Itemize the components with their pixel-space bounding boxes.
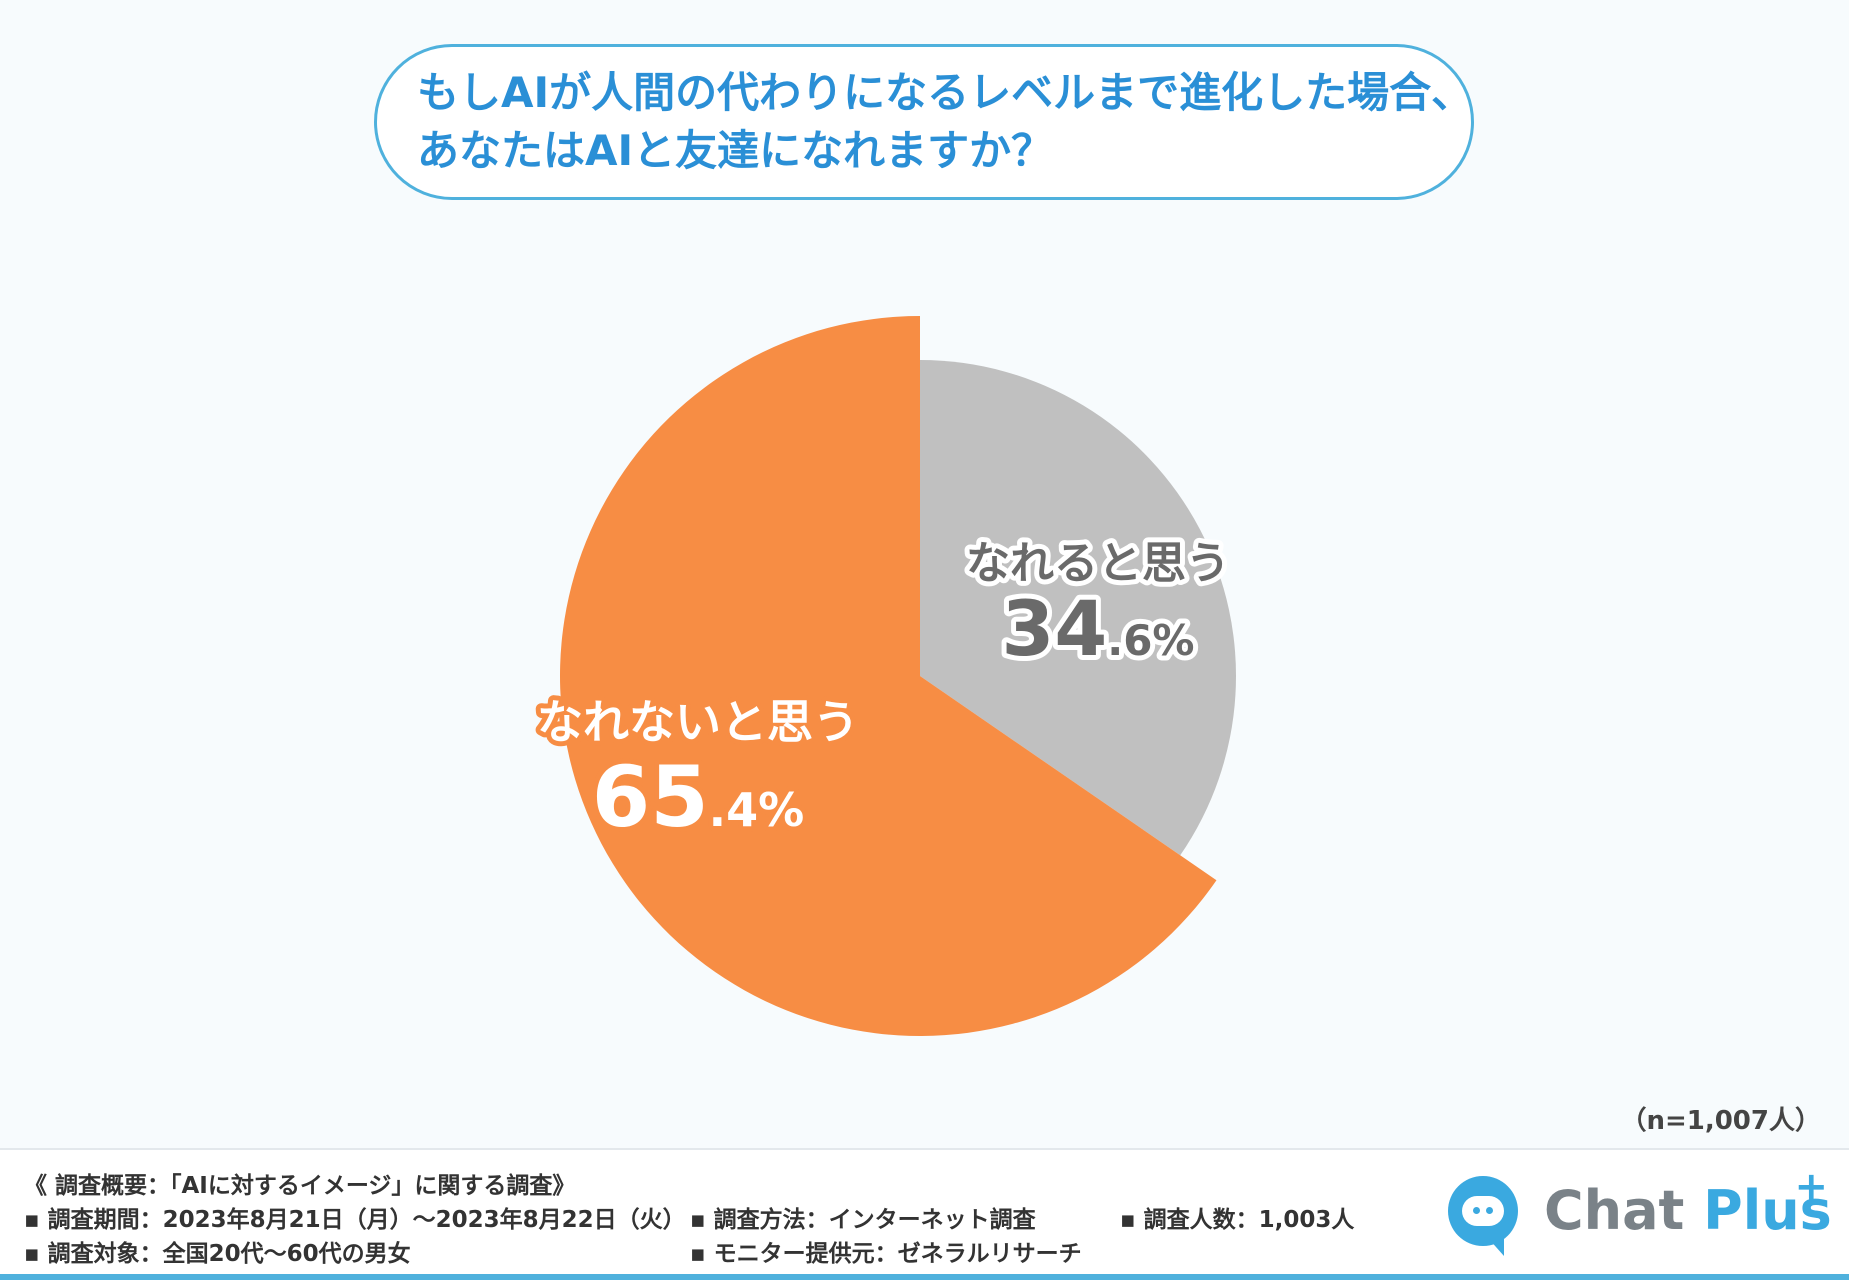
logo-word-plus: Plus	[1703, 1179, 1832, 1242]
logo-wordmark: Chat Plus	[1544, 1178, 1832, 1244]
chart-title-line-1: もしAIが人間の代わりになるレベルまで進化した場合、	[417, 68, 1474, 117]
survey-target: ▪ 調査対象：全国20代～60代の男女	[24, 1241, 411, 1267]
chart-title-line-2: あなたはAIと友達になれますか？	[417, 126, 1054, 175]
survey-period: ▪ 調査期間：2023年8月21日（月）～2023年8月22日（火）	[24, 1207, 686, 1233]
chatplus-logo: Chat Plus +	[1448, 1164, 1832, 1264]
slice-value-nareru: 34.6%	[1001, 584, 1194, 673]
survey-heading: 《 調査概要：「AIに対するイメージ」に関する調査》	[24, 1173, 576, 1199]
slice-value-narenai-int: 65	[592, 748, 709, 846]
slice-label-nareru: なれると思う	[966, 538, 1230, 589]
chat-bubble-icon	[1448, 1176, 1518, 1246]
slice-value-nareru-int: 34	[1001, 584, 1107, 673]
pie-slice-narenai	[560, 316, 1217, 1036]
logo-plus-mark: +	[1794, 1164, 1828, 1210]
slice-value-narenai-dec: .4%	[709, 783, 805, 837]
slice-label-narenai: なれないと思う	[537, 695, 859, 749]
slice-value-narenai: 65.4%	[592, 748, 804, 846]
slice-value-nareru-dec: .6%	[1107, 616, 1194, 665]
pie-slice-nareru	[920, 360, 1236, 856]
pie-chart: なれると思う 34.6% なれないと思う 65.4%	[532, 316, 1236, 1036]
survey-count: ▪ 調査人数：1,003人	[1120, 1207, 1355, 1233]
sample-size-note: （n=1,007人）	[1620, 1106, 1821, 1136]
survey-footer: 《 調査概要：「AIに対するイメージ」に関する調査》 ▪ 調査期間：2023年8…	[0, 1148, 1849, 1280]
title-box: もしAIが人間の代わりになるレベルまで進化した場合、 あなたはAIと友達になれま…	[374, 44, 1474, 200]
survey-method: ▪ 調査方法：インターネット調査	[690, 1207, 1036, 1233]
survey-monitor: ▪ モニター提供元：ゼネラルリサーチ	[690, 1241, 1082, 1267]
chat-bubble-tail-icon	[1488, 1238, 1504, 1256]
logo-word-chat: Chat	[1544, 1179, 1685, 1242]
